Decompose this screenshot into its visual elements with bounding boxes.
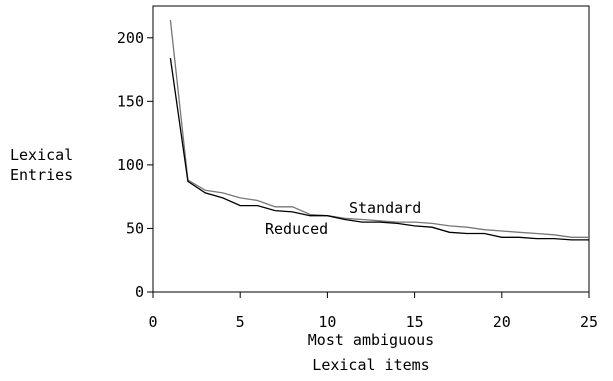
y-axis-label-line-1: Lexical [10, 146, 73, 164]
series-label-standard: Standard [349, 199, 421, 217]
y-tick-label: 50 [126, 219, 144, 237]
x-tick-label: 15 [406, 313, 424, 331]
x-axis: 0 5 10 15 20 25 [148, 292, 598, 331]
x-axis-label-line-2: Lexical items [312, 356, 429, 374]
series-line-reduced [169, 58, 589, 241]
x-tick-label: 0 [148, 313, 157, 331]
y-tick-label: 150 [117, 92, 144, 110]
x-tick-label: 20 [493, 313, 511, 331]
y-tick-label: 0 [135, 283, 144, 301]
x-tick-label: 10 [318, 313, 336, 331]
y-axis-label-line-2: Entries [10, 166, 73, 184]
plot-frame [152, 5, 590, 293]
x-axis-label-line-1: Most ambiguous [308, 331, 434, 349]
y-tick-label: 100 [117, 156, 144, 174]
y-tick-label: 200 [117, 29, 144, 47]
y-axis: 0 50 100 150 200 [117, 29, 153, 301]
series-layer [169, 19, 589, 241]
x-tick-label: 5 [236, 313, 245, 331]
series-label-reduced: Reduced [265, 220, 328, 238]
labels-layer: Standard Reduced [265, 199, 421, 238]
series-line-standard [169, 19, 589, 238]
x-tick-label: 25 [580, 313, 598, 331]
